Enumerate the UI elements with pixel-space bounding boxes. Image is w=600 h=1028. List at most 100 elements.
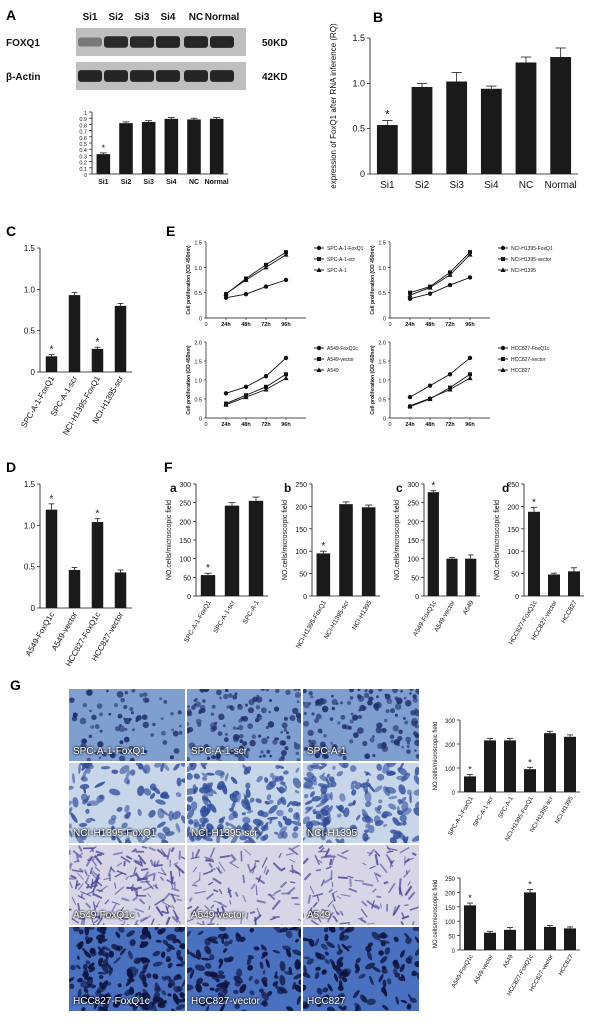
cell	[409, 906, 419, 911]
cell	[195, 949, 202, 960]
cell	[283, 770, 289, 775]
cell	[213, 911, 226, 915]
cell	[371, 888, 377, 893]
cell	[240, 912, 244, 925]
legend-label: A549-vector	[327, 357, 354, 363]
cell	[390, 829, 398, 834]
cell	[224, 732, 228, 736]
point	[316, 367, 322, 372]
cell	[405, 736, 412, 743]
cell	[331, 856, 335, 866]
bar-nci-h1395	[564, 736, 576, 792]
cell	[157, 871, 167, 876]
cell	[404, 885, 413, 896]
cell	[260, 750, 264, 754]
cell	[113, 703, 119, 708]
cell	[148, 846, 156, 852]
point	[263, 264, 269, 270]
bar-a549-vector	[68, 569, 81, 608]
cell	[180, 763, 185, 767]
cell	[95, 990, 102, 996]
cell	[98, 957, 104, 965]
cell	[121, 897, 130, 902]
chart-d: 00.51.01.5*A549-FoxQ1cA549-vector*HCC827…	[24, 480, 132, 668]
cell	[194, 964, 206, 972]
cell	[82, 963, 88, 970]
cell	[256, 899, 266, 904]
x-tick-label: 72h	[445, 422, 455, 428]
micrograph: SPC-A-1-scr	[186, 688, 302, 762]
cell	[69, 863, 74, 867]
cell	[416, 972, 419, 980]
y-tick-label: 0	[84, 173, 87, 179]
legend-label: SPC-A-1-FoxQ1	[327, 246, 364, 252]
bar-a549-vector	[484, 932, 496, 950]
cell	[96, 703, 103, 709]
cell	[257, 734, 262, 738]
cell	[330, 854, 336, 858]
y-tick-label: 0	[415, 594, 419, 601]
cell	[195, 718, 202, 725]
cell	[123, 704, 128, 710]
cell	[315, 713, 322, 720]
cell	[155, 939, 162, 943]
cell	[399, 949, 405, 958]
cell	[204, 856, 214, 861]
cell	[117, 983, 122, 988]
cell	[143, 788, 152, 796]
cell	[376, 895, 382, 899]
cell	[94, 866, 101, 872]
cell	[133, 866, 137, 875]
panel-letter-b: B	[373, 9, 383, 25]
cell	[90, 950, 97, 957]
micrograph: HCC827	[302, 926, 420, 1012]
point	[447, 386, 453, 392]
cell	[116, 870, 127, 876]
cell	[292, 949, 301, 956]
cell	[393, 968, 398, 975]
cell	[171, 904, 176, 910]
cell	[311, 712, 315, 716]
cell	[132, 728, 136, 732]
cell	[103, 877, 110, 881]
point	[407, 296, 413, 301]
x-tick-label: NC	[519, 180, 533, 191]
bar-a549-vector	[446, 558, 458, 596]
cell	[241, 798, 251, 806]
cell	[125, 875, 130, 881]
cell	[198, 871, 201, 881]
cell	[187, 756, 190, 761]
cell	[286, 886, 296, 895]
cell	[72, 850, 83, 859]
cell	[346, 700, 352, 706]
y-tick-label: 1.5	[352, 33, 365, 43]
micrograph: HCC827-vector	[186, 926, 302, 1012]
cell	[392, 689, 398, 694]
bar-hcc827-foxq1c	[91, 522, 104, 608]
cell	[298, 928, 301, 938]
cell	[250, 865, 257, 872]
cell	[278, 986, 288, 994]
cell	[110, 814, 117, 821]
y-tick-label: 50	[448, 935, 455, 941]
cell	[320, 785, 328, 795]
cell	[383, 824, 388, 827]
cell	[109, 752, 116, 759]
micrograph-caption: HCC827	[307, 996, 346, 1007]
cell	[162, 826, 171, 834]
y-tick-label: 150	[407, 538, 419, 545]
cell	[317, 917, 322, 923]
cell	[147, 1001, 154, 1011]
cell	[320, 763, 326, 766]
panel-letter-c: C	[6, 223, 16, 239]
cell	[295, 938, 299, 943]
cell	[116, 691, 124, 698]
lane-label-1: Si2	[108, 12, 123, 23]
cell	[330, 741, 334, 745]
cell	[365, 822, 370, 829]
series-line-1	[409, 251, 471, 294]
cell	[217, 933, 228, 939]
chart-fa: 0 50 100 150 200 250 300 NO.cells/microscopic f…	[166, 482, 268, 644]
cell	[358, 973, 366, 979]
cell	[364, 753, 371, 760]
